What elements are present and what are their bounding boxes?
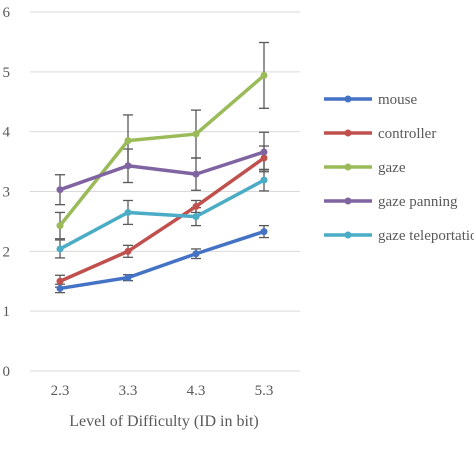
data-point — [192, 202, 200, 210]
data-point — [260, 154, 268, 162]
legend-marker — [344, 129, 352, 137]
y-tick-label: 5 — [3, 65, 11, 81]
data-point — [124, 247, 132, 255]
data-point — [192, 213, 200, 221]
data-point — [124, 162, 132, 170]
series-line — [58, 150, 266, 192]
y-tick-label: 4 — [3, 125, 11, 141]
data-point — [56, 186, 64, 194]
error-bars — [55, 41, 269, 294]
gridlines — [30, 11, 300, 372]
data-point — [124, 208, 132, 216]
x-tick-label: 5.3 — [255, 383, 274, 399]
data-point — [56, 245, 64, 253]
legend-marker — [344, 231, 352, 239]
y-tick-label: 6 — [3, 5, 11, 21]
legend-marker — [344, 197, 352, 205]
y-tick-label: 0 — [3, 364, 11, 380]
data-point — [260, 176, 268, 184]
data-point — [260, 71, 268, 79]
data-point — [56, 284, 64, 292]
y-tick-label: 3 — [3, 185, 11, 201]
data-point — [192, 170, 200, 178]
x-axis-title: Level of Difficulty (ID in bit) — [69, 413, 258, 430]
x-tick-label: 3.3 — [119, 383, 138, 399]
data-point — [56, 222, 64, 230]
legend-marker — [344, 95, 352, 103]
y-tick-label: 1 — [3, 304, 11, 320]
x-axis-ticks: 2.3 3.3 4.3 5.3 — [51, 383, 274, 399]
data-point — [56, 277, 64, 285]
legend-label: gaze panning — [378, 194, 458, 210]
data-point — [124, 137, 132, 145]
series-line — [58, 73, 266, 228]
series-line — [58, 178, 266, 251]
legend-label: mouse — [378, 92, 418, 108]
legend-label: gaze — [378, 160, 406, 176]
data-point — [124, 274, 132, 282]
legend-label: controller — [378, 126, 436, 142]
y-axis-ticks: 0 1 2 3 4 5 6 — [3, 5, 11, 380]
data-point — [260, 148, 268, 156]
data-point — [260, 228, 268, 236]
data-point — [192, 250, 200, 258]
series-line — [58, 229, 266, 291]
legend: mouse controller gaze gaze panning gaze tele… — [324, 92, 474, 244]
series-lines — [58, 73, 266, 291]
series-line — [58, 156, 266, 283]
legend-label: gaze teleportation — [378, 228, 474, 244]
x-tick-label: 2.3 — [51, 383, 70, 399]
data-point — [192, 130, 200, 138]
series-points — [56, 71, 268, 292]
y-tick-label: 2 — [3, 244, 11, 260]
legend-marker — [344, 163, 352, 171]
x-tick-label: 4.3 — [187, 383, 206, 399]
